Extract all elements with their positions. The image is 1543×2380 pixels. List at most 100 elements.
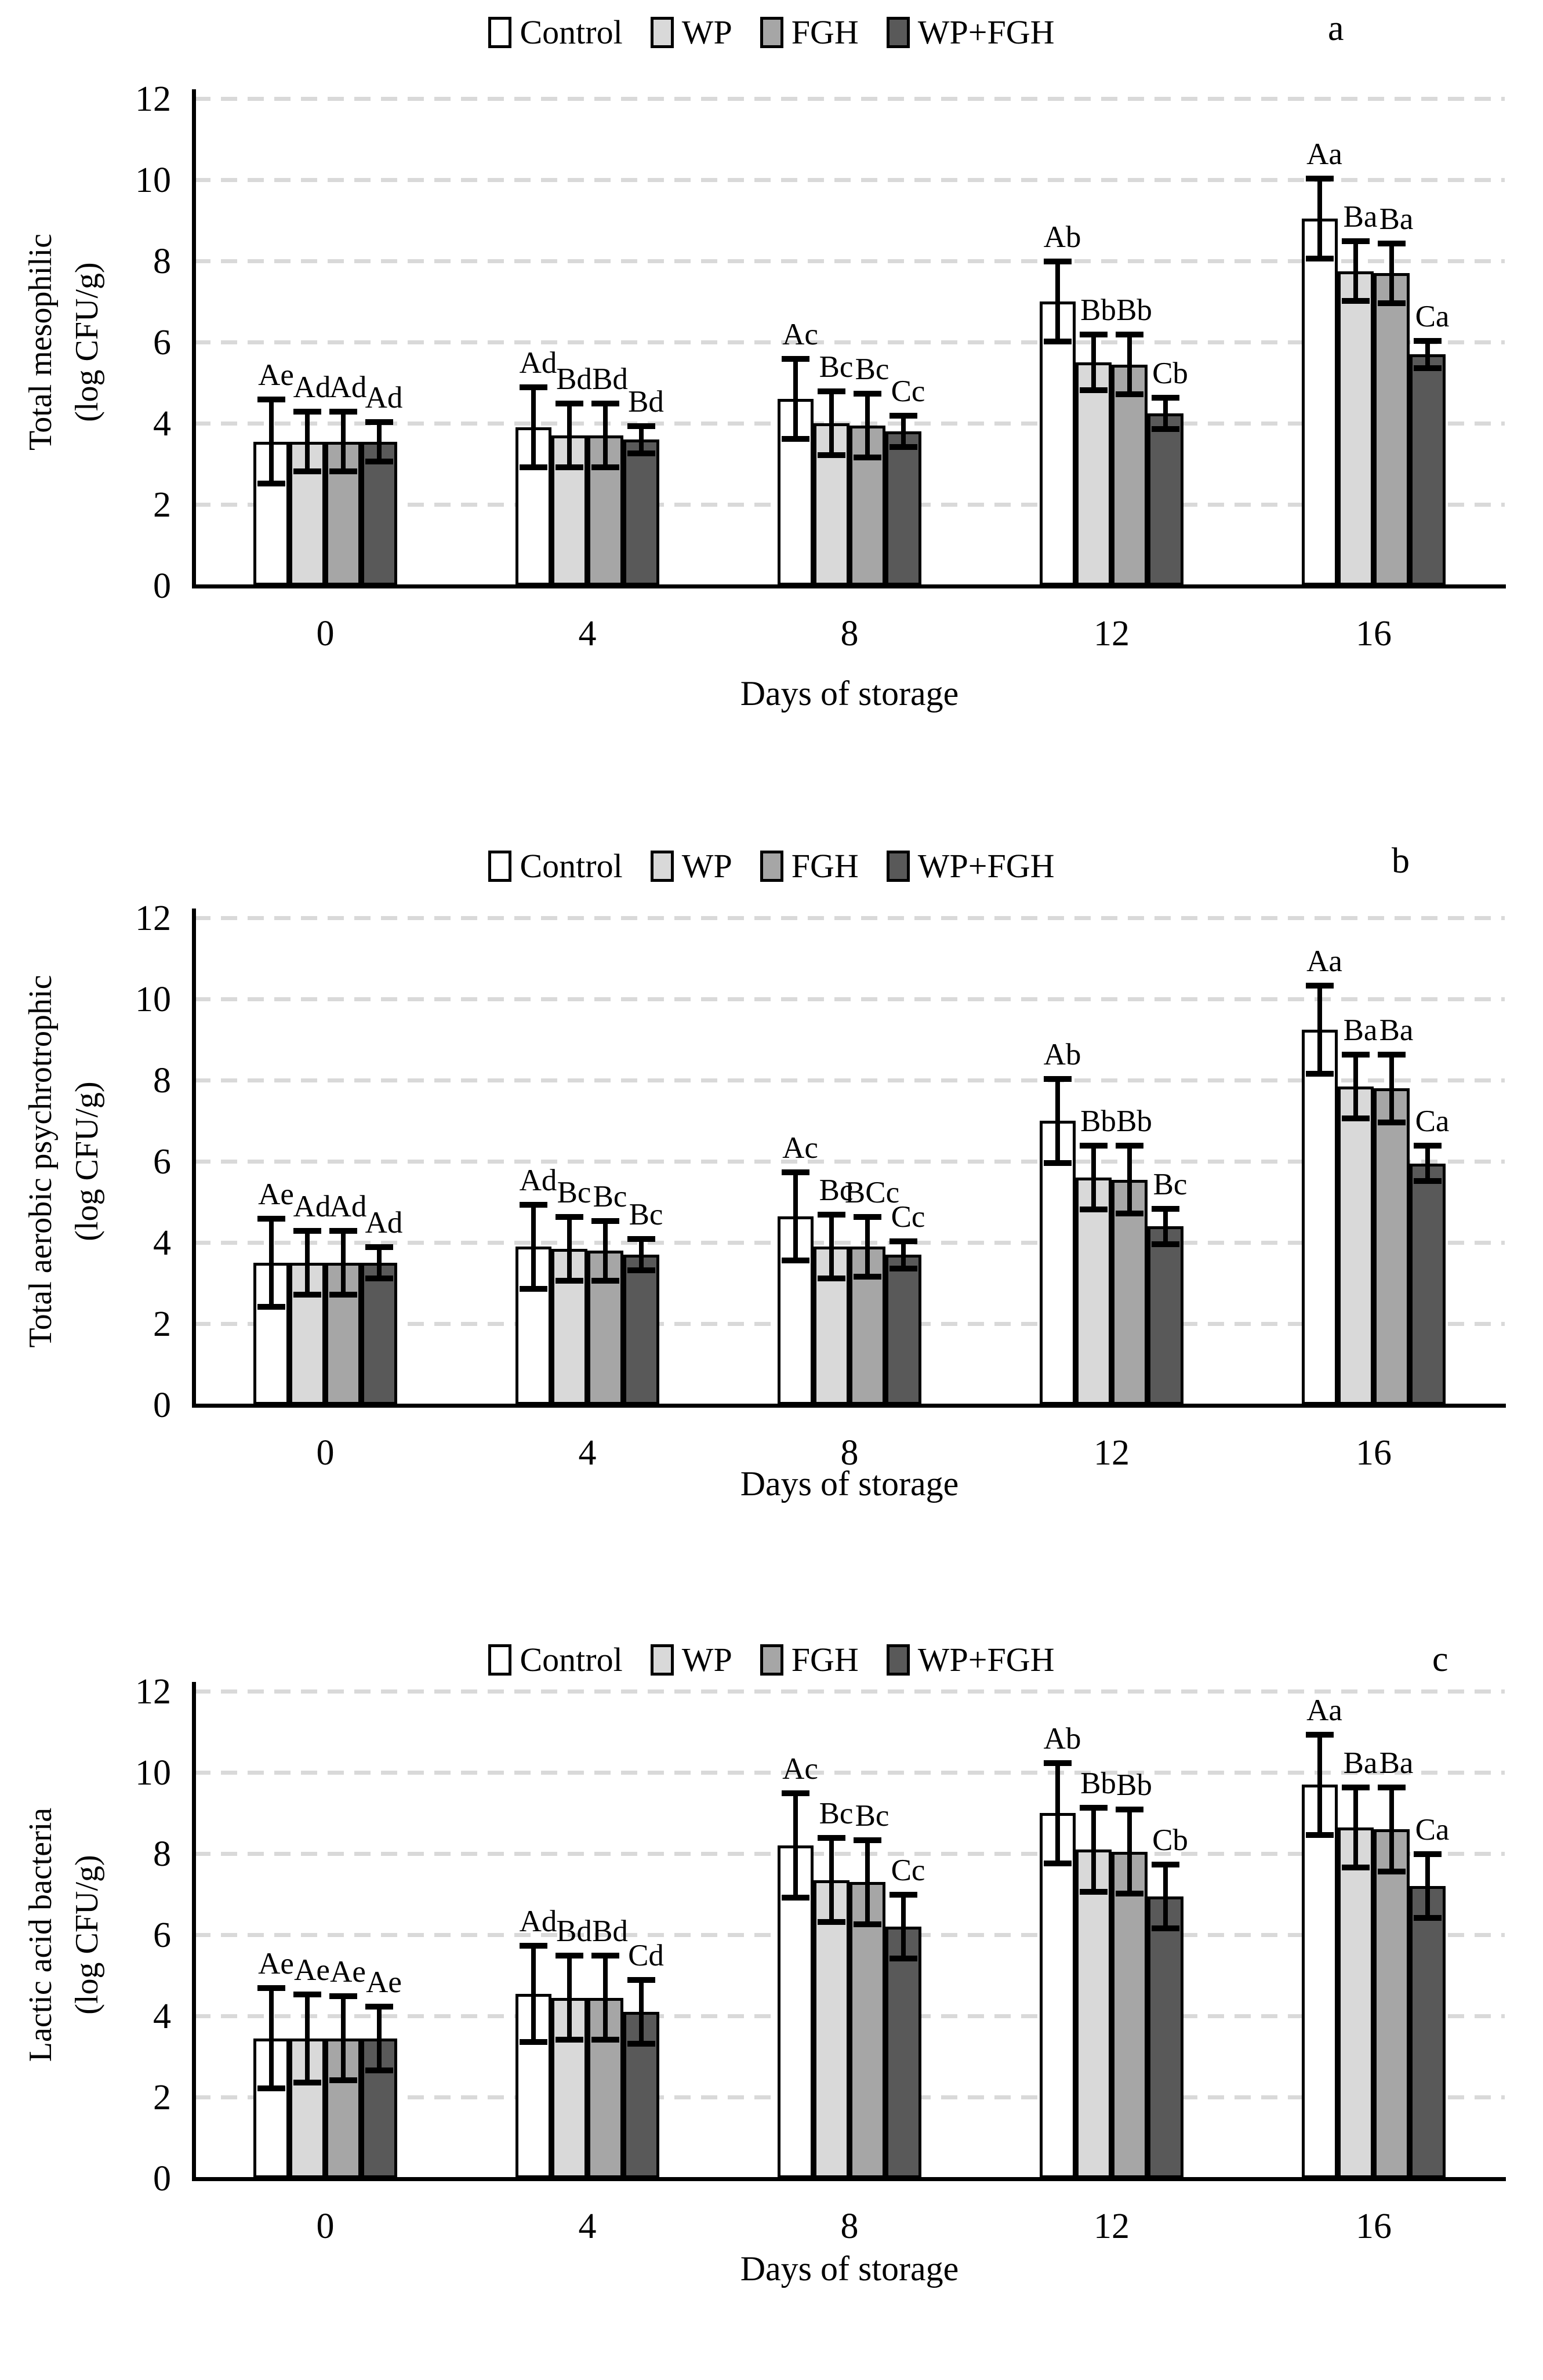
- significance-label: Ae: [258, 358, 294, 392]
- y-tick-label: 6: [153, 1142, 171, 1182]
- error-bar-line: [531, 1204, 536, 1289]
- error-bar-cap-bottom: [329, 468, 357, 474]
- error-bar-cap-bottom: [556, 2037, 583, 2043]
- plot-area: Ae Ad Ad Ad Ad Bc Bc Bc Ac Bc BCc Cc Ab Bb Bb Bc Aa Ba Ba C…: [192, 909, 1506, 1408]
- error-bar-line: [305, 1230, 310, 1295]
- error-bar-cap-bottom: [1116, 1211, 1143, 1216]
- error-bar-cap-bottom: [293, 2079, 321, 2085]
- significance-label: Ba: [1343, 200, 1378, 234]
- bar-control-day12: [1040, 1813, 1076, 2178]
- legend-label: Control: [520, 1641, 623, 1678]
- bar-wp-fgh-day16: [1410, 354, 1446, 586]
- error-bar-cap-bottom: [782, 436, 809, 442]
- error-bar-cap-bottom: [1306, 255, 1334, 261]
- significance-label: Bd: [556, 362, 592, 396]
- significance-label: Cc: [891, 375, 925, 408]
- error-bar-cap-bottom: [257, 481, 285, 486]
- y-tick-label: 12: [135, 1672, 171, 1712]
- error-bar-line: [901, 415, 906, 448]
- error-bar-cap-top: [293, 1991, 321, 1997]
- significance-label: Bc: [819, 1173, 854, 1207]
- significance-label: Ca: [1415, 1104, 1450, 1138]
- y-tick-label: 2: [153, 485, 171, 525]
- bar-wp-fgh-day4: [623, 439, 659, 586]
- error-bar-cap-bottom: [1378, 300, 1406, 306]
- error-bar-line: [1163, 1863, 1168, 1929]
- error-bar-cap-bottom: [293, 468, 321, 474]
- y-tick-label: 8: [153, 1834, 171, 1874]
- x-axis-line: [192, 584, 1506, 588]
- legend-item-fgh: FGH: [760, 1640, 859, 1679]
- error-bar-cap-bottom: [1116, 391, 1143, 397]
- error-bar-cap-bottom: [890, 444, 917, 450]
- legend-label: FGH: [791, 1641, 859, 1678]
- bar-wp-day12: [1076, 1850, 1112, 2178]
- error-bar-cap-bottom: [1044, 1860, 1072, 1866]
- error-bar-line: [269, 399, 274, 484]
- error-bar-cap-top: [329, 1993, 357, 1999]
- error-bar-cap-bottom: [556, 1277, 583, 1284]
- error-bar-cap-bottom: [365, 458, 393, 464]
- error-bar-cap-top: [1306, 982, 1334, 989]
- bar-fgh-day12: [1112, 1179, 1148, 1405]
- error-bar-cap-top: [257, 1216, 285, 1222]
- panel-letter-a: a: [1328, 9, 1344, 48]
- error-bar-line: [341, 1996, 346, 2081]
- significance-label: Aa: [1306, 1693, 1342, 1727]
- significance-label: Ad: [329, 370, 367, 404]
- gridline-y10: [194, 997, 1505, 1001]
- significance-label: Bc: [1153, 1167, 1188, 1201]
- error-bar-cap-top: [1116, 1807, 1143, 1812]
- error-bar-cap-bottom: [520, 1285, 547, 1292]
- bar-fgh-day8: [849, 1882, 885, 2178]
- error-bar-line: [341, 1230, 346, 1295]
- bar-control-day12: [1040, 1121, 1076, 1405]
- error-bar-cap-top: [890, 413, 917, 419]
- error-bar-cap-top: [1152, 1205, 1179, 1212]
- x-tick-label: 8: [840, 2207, 859, 2246]
- y-tick-label: 10: [135, 980, 171, 1019]
- bar-control-day16: [1302, 1029, 1338, 1405]
- legend-item-control: Control: [488, 13, 623, 52]
- error-bar-cap-bottom: [818, 1276, 845, 1281]
- legend-label: WP: [681, 1641, 732, 1678]
- bar-wp-fgh-day12: [1148, 413, 1183, 586]
- error-bar-cap-top: [890, 1892, 917, 1898]
- legend-item-wp: WP: [650, 846, 732, 885]
- error-bar-cap-bottom: [782, 1895, 809, 1901]
- error-bar-cap-top: [627, 1977, 655, 1983]
- bar-wp-fgh-day8: [885, 1255, 921, 1405]
- significance-label: Bd: [556, 1914, 592, 1948]
- legend-marker-icon: [488, 16, 512, 48]
- error-bar-line: [1127, 1145, 1132, 1214]
- x-tick-label: 4: [578, 614, 597, 653]
- error-bar-line: [1425, 1854, 1430, 1918]
- y-tick-label: 0: [153, 2159, 171, 2199]
- error-bar-cap-top: [1414, 1851, 1442, 1857]
- plot-area: Ae Ad Ad Ad Ad Bd Bd Bd Ac Bc Bc Cc Ab Bb Bb Cb Aa Ba Ba Ca: [192, 89, 1506, 588]
- bar-fgh-day8: [849, 1247, 885, 1405]
- error-bar-cap-bottom: [591, 464, 619, 470]
- y-tick-label: 8: [153, 1061, 171, 1100]
- significance-label: Ae: [294, 1953, 330, 1987]
- error-bar-line: [1055, 261, 1060, 342]
- error-bar-cap-bottom: [1044, 1160, 1072, 1166]
- error-bar-cap-bottom: [854, 454, 881, 460]
- chart-panel-b: Control WP FGH WP+FGH b Ae Ad Ad Ad Ad Bc Bc Bc Ac Bc B…: [0, 793, 1543, 1586]
- error-bar-cap-top: [818, 1212, 845, 1218]
- legend-marker-icon: [760, 1644, 783, 1676]
- gridline-y6: [194, 340, 1505, 344]
- error-bar-line: [603, 1955, 608, 2040]
- gridline-y10: [194, 178, 1505, 182]
- legend-label: FGH: [791, 847, 859, 885]
- error-bar-cap-top: [1378, 240, 1406, 246]
- error-bar-cap-top: [556, 1953, 583, 1958]
- legend: Control WP FGH WP+FGH: [0, 846, 1543, 885]
- gridline-y12: [194, 97, 1505, 101]
- significance-label: Ac: [782, 1752, 818, 1786]
- error-bar-line: [269, 1987, 274, 2089]
- error-bar-line: [603, 1220, 608, 1281]
- error-bar-cap-bottom: [365, 1276, 393, 1281]
- error-bar-line: [1389, 242, 1394, 304]
- legend-marker-icon: [886, 1644, 910, 1676]
